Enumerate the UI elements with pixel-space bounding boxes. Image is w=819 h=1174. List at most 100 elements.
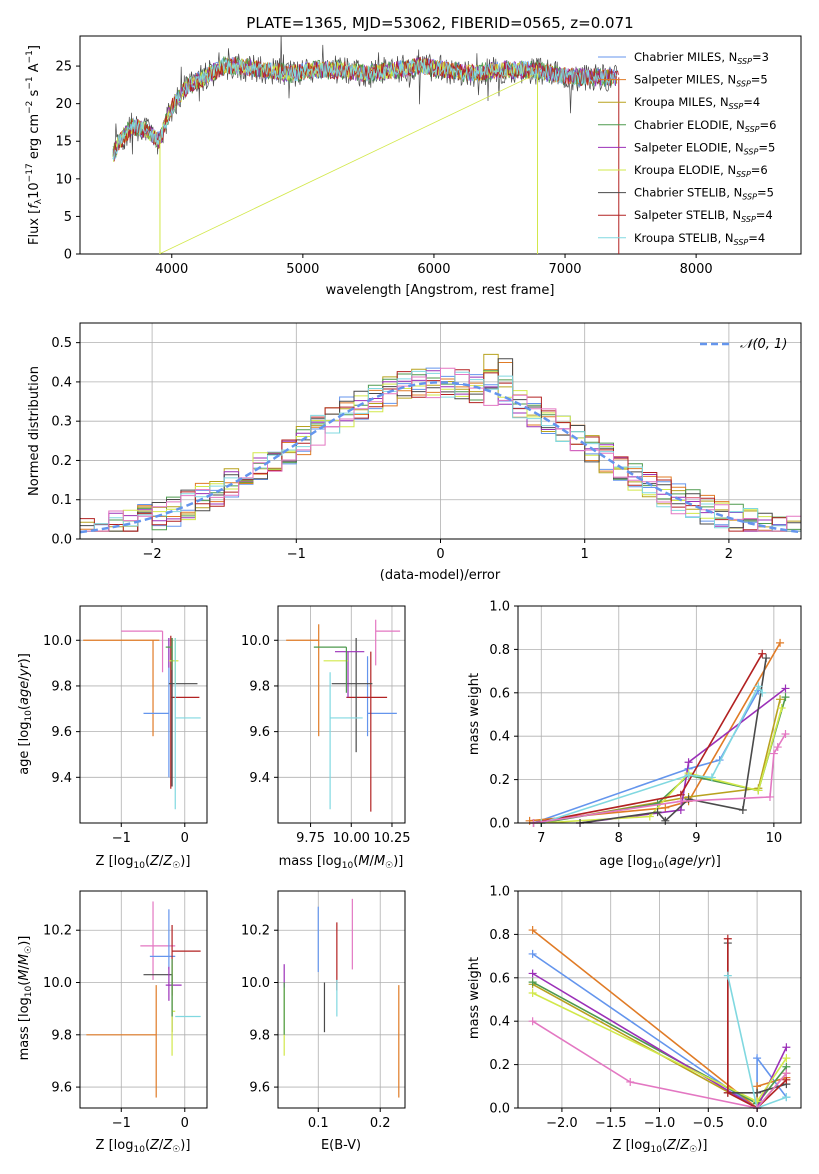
spectrum-ytick-label-1: 5	[64, 210, 72, 225]
p-mwAge-marker-5-4	[781, 684, 790, 693]
p-massZ-ytick-label-2: 10.0	[43, 976, 72, 991]
residual-ytick-label-3: 0.3	[51, 415, 72, 430]
p-mwZ-line-9	[727, 975, 787, 1108]
p-mwAge-marker-10-5	[773, 743, 782, 752]
massZ-ylabel: mass [log10(M/M☉)]	[17, 936, 34, 1061]
residual-xlabel: (data-model)/error	[380, 568, 501, 583]
p-mwAge-line-8	[533, 653, 763, 823]
p-mwAge-line-7	[579, 657, 767, 823]
p-ageZ-ytick-label-3: 10.0	[43, 634, 72, 649]
p-mwAge-marker-7-2	[653, 808, 662, 817]
spectrum-legend: Chabrier MILES, NSSP=3 Salpeter MILES, NS…	[598, 50, 776, 247]
p-mwAge-marker-2-1	[525, 816, 534, 825]
spectrum-xlabel: wavelength [Angstrom, rest frame]	[326, 283, 555, 298]
p-mwAge-xtick-label-2: 9	[692, 831, 700, 846]
p-massZ-ytick-label-0: 9.6	[51, 1081, 72, 1096]
p-ageZ-ytick-label-1: 9.6	[51, 725, 72, 740]
massweight-vs-age-panel: 7 8 9 10 0.0 0.2 0.4 0.6 0.8 1.0	[489, 600, 802, 846]
spectrum-ticks: 4000 5000 6000 7000 8000 0 5 10 15 20 25	[55, 60, 712, 277]
p-mwZ-marker-1-3	[753, 1054, 762, 1063]
p-mwZ-marker-10-1	[528, 1017, 537, 1026]
p-ageM-xtick-label-2: 10.25	[373, 831, 410, 846]
spectrum-ytick-label-5: 25	[55, 60, 72, 75]
legend-label-1: Chabrier MILES, NSSP=3	[634, 50, 769, 66]
p-mwZ-marker-8-2	[723, 1088, 732, 1097]
p-ageM-xtick-label-0: 9.75	[296, 831, 325, 846]
residual-histogram-1	[80, 367, 801, 532]
p-massE-ytick-label-1: 9.8	[249, 1028, 270, 1043]
residual-xtick-label-0: −2	[143, 547, 162, 562]
p-mwZ-marker-9-1	[723, 971, 732, 980]
p-mwAge-marker-9-2	[684, 771, 693, 780]
p-mwAge-line-1	[533, 690, 760, 823]
p-mwAge-marker-7-4	[684, 795, 693, 804]
p-mwAge-marker-9-4	[754, 682, 763, 691]
residual-ytick-label-1: 0.1	[51, 493, 72, 508]
p-mwAge-marker-10-6	[781, 730, 790, 739]
spectrum-axes-frame	[79, 35, 802, 255]
p-massE-xtick-label-1: 0.2	[370, 1116, 391, 1131]
ageZ-ylabel: age [log10(age/yr)]	[17, 653, 34, 775]
p-ageZ-xtick-label-0: −1	[112, 831, 131, 846]
p-mwZ-marker-5-1	[528, 969, 537, 978]
p-ageZ-ytick-label-0: 9.4	[51, 771, 72, 786]
legend-normal-label: 𝒩(0, 1)	[740, 337, 787, 352]
p-mwZ-line-8	[726, 938, 787, 1108]
legend-label-5: Salpeter ELODIE, NSSP=5	[634, 140, 775, 156]
massweight-vs-metallicity-panel: −2.0 −1.5 −1.0 −0.5 0.0 0.0 0.2 0.4 0.6 0.8 1.0	[489, 885, 802, 1131]
p-mwZ-xtick-label-1: −1.5	[595, 1116, 627, 1131]
spectrum-title: PLATE=1365, MJD=53062, FIBERID=0565, z=0…	[246, 14, 633, 32]
p-mwAge-axes-frame	[517, 605, 802, 824]
residual-legend: 𝒩(0, 1)	[700, 337, 787, 352]
p-mwZ-marker-6-3	[782, 1054, 791, 1063]
legend-label-4: Chabrier ELODIE, NSSP=6	[634, 118, 776, 134]
p-massE-ytick-label-3: 10.2	[241, 924, 270, 939]
p-mwAge-marker-6-5	[777, 703, 786, 712]
spectrum-line-6	[112, 58, 538, 254]
p-massZ-axes-frame	[79, 890, 208, 1109]
p-mwAge-marker-5-3	[684, 758, 693, 767]
p-mwZ-marker-8-1	[723, 934, 732, 943]
p-mwZ-marker-10-2	[626, 1077, 635, 1086]
p-mwZ-marker-10-4	[782, 1069, 791, 1078]
p-massZ-xtick-label-0: −1	[112, 1116, 131, 1131]
p-ageM-ytick-label-2: 9.8	[249, 679, 270, 694]
p-mwAge-xtick-label-0: 7	[537, 831, 545, 846]
residual-xtick-label-2: 0	[436, 547, 444, 562]
spectrum-panel: PLATE=1365, MJD=53062, FIBERID=0565, z=0…	[25, 14, 802, 298]
p-mwZ-ytick-label-0: 0.0	[489, 1102, 510, 1117]
residual-ylabel: Normed distribution	[27, 366, 42, 496]
ageZ-xlabel: Z [log10(Z/Z☉)]	[96, 854, 191, 871]
residual-xtick-label-1: −1	[287, 547, 306, 562]
legend-label-6: Kroupa ELODIE, NSSP=6	[634, 163, 768, 179]
p-mwAge-line-2	[529, 642, 781, 822]
spectrum-xtick-label-3: 7000	[548, 262, 581, 277]
p-mwAge-marker-4-5	[781, 693, 790, 702]
p-mwZ-xtick-label-0: −2.0	[546, 1116, 578, 1131]
p-mwZ-marker-9-3	[782, 1093, 791, 1102]
spectrum-line-8	[112, 56, 619, 162]
p-mwZ-ytick-label-3: 0.6	[489, 971, 510, 986]
p-massE-ytick-label-2: 10.0	[241, 976, 270, 991]
mwAge-ylabel: mass weight	[467, 673, 482, 755]
ageM-xlabel: mass [log10(M/M☉)]	[279, 854, 404, 871]
spectrum-xtick-label-4: 8000	[680, 262, 713, 277]
p-mwAge-ytick-label-3: 0.6	[489, 686, 510, 701]
p-mwAge-ytick-label-0: 0.0	[489, 817, 510, 832]
spectrum-line-7	[112, 36, 618, 155]
residual-ytick-label-2: 0.2	[51, 454, 72, 469]
residual-histogram-10	[80, 367, 801, 532]
p-mwZ-ytick-label-2: 0.4	[489, 1015, 510, 1030]
residual-xtick-label-3: 1	[581, 547, 589, 562]
p-mwZ-marker-1-1	[528, 949, 537, 958]
spectrum-ytick-label-3: 15	[55, 135, 72, 150]
residual-panel: −2 −1 0 1 2 0.0 0.1 0.2 0.3 0.4 0.5 (data-model)/e…	[27, 322, 802, 583]
age-vs-mass-panel: 9.75 10.00 10.25 9.4 9.6 9.8 10.0	[241, 605, 411, 846]
p-mwZ-ytick-label-4: 0.8	[489, 928, 510, 943]
residual-ticks: −2 −1 0 1 2 0.0 0.1 0.2 0.3 0.4 0.5	[51, 336, 733, 562]
massE-xlabel: E(B-V)	[321, 1138, 361, 1153]
legend-label-9: Kroupa STELIB, NSSP=4	[634, 231, 765, 247]
spectrum-ytick-label-2: 10	[55, 172, 72, 187]
p-mwAge-ytick-label-5: 1.0	[489, 600, 510, 615]
